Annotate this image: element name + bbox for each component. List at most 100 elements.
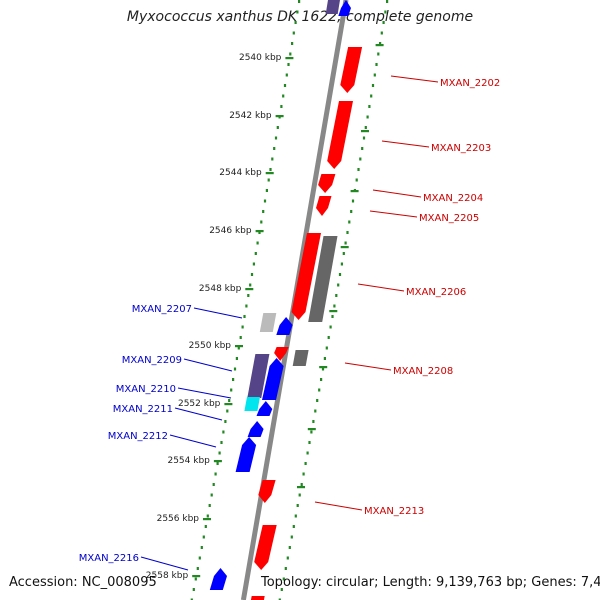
gene-top-purple — [325, 0, 340, 14]
kbp-tick-label: 2556 kbp — [157, 514, 200, 524]
outer-dotted-guide-dot — [380, 31, 383, 35]
inner-dotted-guide-dot — [228, 399, 231, 402]
inner-dotted-guide-dot — [283, 84, 287, 87]
inner-dotted-guide-dot — [204, 525, 207, 528]
label-mxan-2212: MXAN_2212 — [108, 431, 168, 442]
outer-dotted-guide-dot — [337, 283, 340, 287]
outer-dotted-guide-dot — [384, 10, 387, 14]
inner-dotted-guide-dot — [254, 252, 257, 255]
gene-mxan-2203 — [327, 101, 353, 169]
outer-dotted-guide-dot — [300, 483, 303, 486]
inner-dotted-guide-dot — [239, 336, 242, 339]
inner-dotted-guide-dot — [202, 535, 205, 539]
label-mxan-2202-leader — [390, 75, 439, 83]
outer-dotted-guide-dot — [278, 598, 281, 600]
inner-dotted-guide-dot — [276, 126, 279, 129]
outer-dotted-guide-dot — [340, 262, 343, 266]
outer-dotted-guide-dot — [302, 472, 305, 476]
outer-dotted-guide-dot — [323, 357, 326, 360]
inner-dotted-guide-dot — [258, 231, 261, 234]
gene-mxan-2216 — [209, 568, 227, 590]
inner-dotted-guide-dot — [260, 220, 263, 224]
inner-dotted-guide-dot — [210, 493, 213, 497]
outer-dotted-guide-dot — [357, 168, 360, 171]
inner-dotted-guide-dot — [196, 567, 199, 570]
inner-dotted-guide-dot — [274, 136, 278, 140]
inner-dotted-guide-dot — [216, 462, 219, 465]
outer-dotted-guide-dot — [296, 504, 299, 507]
inner-dotted-guide-dot — [265, 189, 268, 192]
outer-dotted-guide-dot — [286, 556, 289, 560]
kbp-tick-mark — [213, 460, 222, 463]
inner-dotted-guide-dot — [194, 577, 197, 581]
kbp-tick-label: 2542 kbp — [229, 111, 272, 121]
label-mxan-2211: MXAN_2211 — [113, 404, 173, 415]
outer-dotted-guide-dot — [342, 252, 345, 255]
inner-dotted-guide-dot — [291, 42, 294, 45]
label-mxan-2206: MXAN_2206 — [406, 287, 466, 298]
inner-dotted-guide-dot — [190, 598, 193, 600]
kbp-tick-label: 2552 kbp — [178, 399, 221, 409]
outer-tick-dash — [350, 190, 359, 193]
outer-dotted-guide-dot — [364, 126, 367, 129]
outer-dotted-guide-dot — [316, 399, 319, 402]
outer-dotted-guide-dot — [298, 493, 301, 497]
label-mxan-2206-leader — [357, 283, 405, 292]
inner-dotted-guide-dot — [287, 63, 290, 66]
label-mxan-2212-leader — [169, 434, 217, 448]
kbp-tick-mark — [235, 345, 243, 348]
gene-mxan-2213 — [258, 480, 276, 503]
inner-dotted-guide-dot — [214, 472, 217, 476]
inner-dotted-guide-dot — [222, 430, 225, 434]
inner-dotted-guide-dot — [192, 588, 195, 591]
outer-dotted-guide-dot — [351, 199, 355, 203]
gene-mxan-2204 — [318, 174, 336, 193]
inner-dotted-guide-dot — [220, 441, 223, 444]
gene-mxan-2208-gray — [292, 350, 309, 366]
inner-dotted-guide-dot — [235, 357, 238, 360]
label-mxan-2204-leader — [372, 189, 422, 198]
outer-dotted-guide-dot — [294, 514, 297, 518]
inner-dotted-guide — [190, 0, 301, 600]
kbp-tick-mark — [285, 57, 294, 60]
outer-dotted-guide-dot — [370, 94, 373, 98]
inner-dotted-guide-dot — [294, 21, 297, 24]
outer-dotted-guide-dot — [362, 136, 366, 140]
gene-red-bottom — [250, 596, 265, 600]
gene-gray-pseudo — [308, 236, 338, 322]
label-mxan-2203-leader — [381, 140, 430, 148]
label-mxan-2202: MXAN_2202 — [440, 78, 500, 89]
inner-dotted-guide-dot — [252, 262, 255, 266]
label-mxan-2210-leader — [177, 387, 232, 399]
outer-dotted-guide-dot — [327, 336, 330, 339]
label-mxan-2207: MXAN_2207 — [132, 304, 192, 315]
inner-dotted-guide-dot — [226, 409, 229, 413]
outer-tick-dash — [340, 246, 349, 249]
label-mxan-2209: MXAN_2209 — [122, 355, 182, 366]
inner-dotted-guide-dot — [241, 325, 244, 329]
outer-dotted-guide-dot — [346, 231, 349, 234]
inner-dotted-guide-dot — [285, 73, 288, 77]
gene-blue-2207 — [276, 317, 293, 335]
label-mxan-2210: MXAN_2210 — [116, 384, 176, 395]
inner-dotted-guide-dot — [208, 504, 211, 507]
outer-dotted-guide-dot — [338, 273, 342, 276]
outer-dotted-guide-dot — [382, 21, 385, 24]
kbp-tick-label: 2554 kbp — [167, 456, 210, 466]
inner-dotted-guide-dot — [200, 546, 203, 549]
kbp-tick-mark — [224, 403, 233, 406]
topology-text: Topology: circular; Length: 9,139,763 bp… — [261, 575, 600, 590]
inner-dotted-guide-dot — [198, 556, 201, 560]
gene-mxan-2209 — [262, 358, 284, 400]
outer-dotted-guide-dot — [306, 451, 309, 455]
gene-mxan-2212-b — [235, 437, 257, 472]
inner-dotted-guide-dot — [292, 31, 295, 35]
kbp-tick-mark — [203, 518, 211, 521]
outer-dotted-guide-dot — [310, 430, 313, 434]
inner-dotted-guide-dot — [271, 157, 274, 161]
outer-dotted-guide-dot — [348, 220, 351, 224]
inner-dotted-guide-dot — [232, 378, 235, 381]
outer-dotted-guide-dot — [361, 147, 364, 150]
label-mxan-2213-leader — [314, 501, 363, 511]
